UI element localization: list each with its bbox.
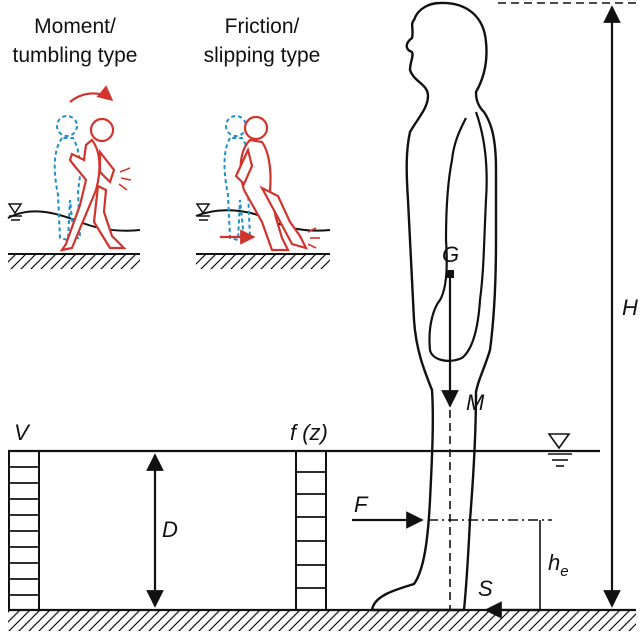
friction-title-line1: Friction/: [225, 15, 300, 38]
label-fz: f (z): [290, 420, 328, 445]
impact-marks-icon: [307, 227, 320, 249]
water-level-icon: [195, 203, 211, 221]
main-ground: [8, 608, 636, 631]
label-F: F: [354, 492, 369, 517]
label-G: G: [442, 242, 459, 267]
moment-title-line1: Moment/: [34, 15, 116, 38]
friction-title-line2: slipping type: [204, 44, 321, 67]
person-tumbling-icon: [59, 117, 127, 252]
person-arm: [428, 111, 488, 362]
ground-hatch-icon: [8, 255, 140, 269]
impact-marks-icon: [118, 167, 132, 191]
water-level-icon: [7, 203, 23, 221]
tumbling-illustration: [7, 85, 141, 269]
label-H: H: [622, 295, 638, 320]
person-slipping-icon: [234, 115, 309, 252]
label-D: D: [162, 517, 178, 542]
label-M: M: [466, 390, 485, 415]
ground-hatch-icon: [196, 255, 330, 269]
force-distribution: [295, 450, 327, 611]
center-of-gravity-icon: [446, 270, 454, 278]
ground-hatch-icon: [8, 611, 636, 631]
person-outline: [370, 1, 498, 612]
rotation-arrow-icon: [69, 85, 114, 103]
water-level-icon: [547, 433, 572, 467]
velocity-profile: [8, 450, 40, 611]
slipping-illustration: [195, 115, 331, 269]
moment-title-line2: tumbling type: [13, 44, 138, 67]
label-V: V: [14, 420, 31, 445]
person-before-icon: [53, 115, 82, 242]
label-S: S: [478, 576, 493, 601]
label-he: he: [548, 550, 569, 580]
